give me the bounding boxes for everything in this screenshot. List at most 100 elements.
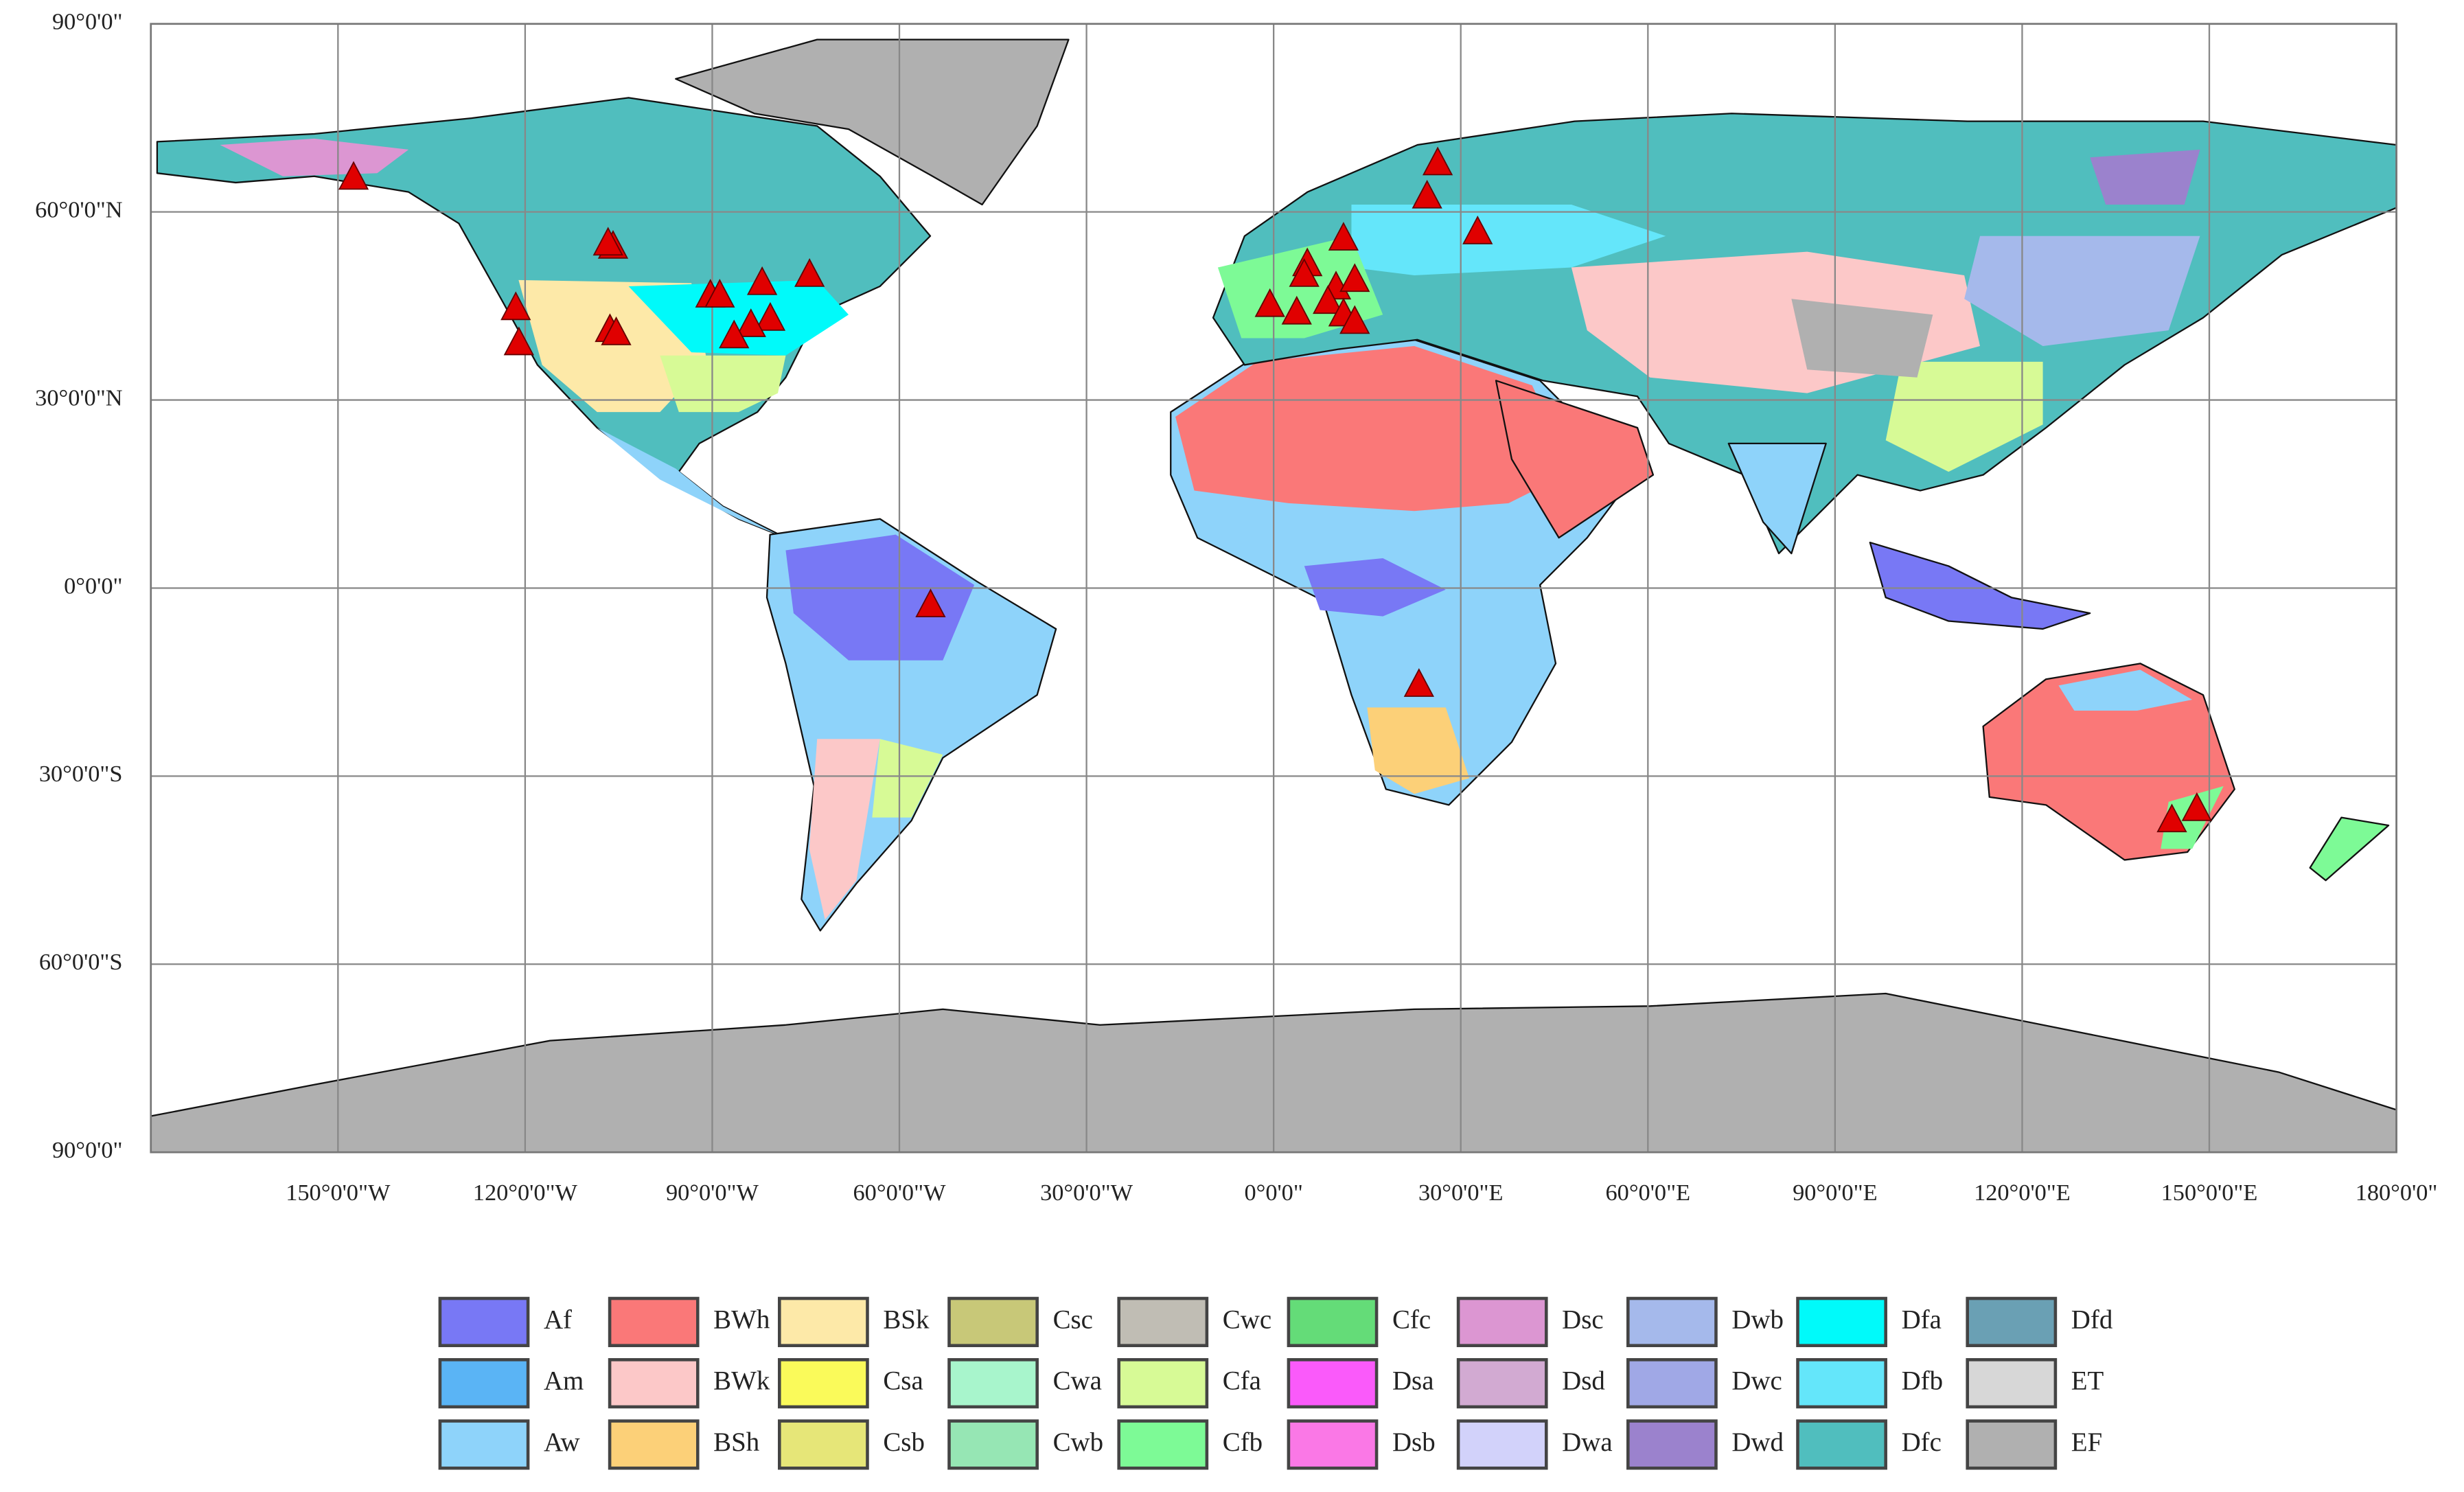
china-cfa [1885,361,2043,472]
legend-label: Dfd [2071,1305,2113,1334]
central-america [597,427,779,535]
site-marker [1313,285,1344,314]
site-marker [1328,222,1359,251]
x-tick-label: 150°0'0"E [2161,1180,2258,1206]
legend-swatch [1117,1419,1209,1470]
north-australia [2058,669,2193,711]
x-tick-label: 120°0'0"E [1974,1180,2071,1206]
legend-label: Cfa [1223,1366,1261,1396]
legend-label: Dfa [1902,1305,1942,1334]
axis-labels: 150°0'0"W 120°0'0"W 90°0'0"W 60°0'0"W 30°0'0… [35,9,2437,1206]
legend-swatch [1117,1296,1209,1348]
indonesia [1869,541,2091,630]
y-tick-label: 30°0'0"S [39,761,123,787]
site-marker [1254,288,1285,317]
site-marker [601,316,632,345]
x-tick-label: 120°0'0"W [473,1180,578,1206]
legend-swatch [1966,1296,2058,1348]
legend-swatch [1626,1419,1718,1470]
siberia-dwd [2090,149,2200,205]
site-marker [2181,792,2212,821]
legend-label: ET [2071,1366,2104,1396]
site-marker [338,161,369,190]
x-tick-label: 30°0'0"W [1040,1180,1133,1206]
amazon [785,534,975,661]
legend-label: Dfb [1902,1366,1944,1396]
india [1727,442,1827,555]
legend-swatch [1287,1358,1379,1409]
legend: Af Am Aw BWh BWk BSh BSk Csa Csb Csc Cwa Cwb Cwc Cfa C… [438,1296,2113,1470]
legend-label: Csc [1053,1305,1093,1334]
legend-swatch [1626,1358,1718,1409]
legend-swatch [947,1358,1039,1409]
legend-label: Cfc [1392,1305,1431,1334]
legend-label: Csa [883,1366,923,1396]
site-marker [794,258,825,287]
legend-label: Cwc [1223,1305,1271,1334]
legend-swatch [1456,1296,1548,1348]
legend-swatch [1287,1296,1379,1348]
new-zealand [2309,816,2390,882]
patagonia [809,739,880,920]
legend-swatch [608,1358,700,1409]
site-marker [503,326,534,356]
site-marker [1422,146,1453,176]
x-tick-label: 90°0'0"W [666,1180,759,1206]
legend-label: Dsd [1562,1366,1605,1396]
site-marker [1281,295,1312,325]
legend-label: EF [2071,1427,2102,1457]
east-europe-dfb [1351,204,1666,275]
legend-label: Dsb [1392,1427,1436,1457]
legend-swatch [608,1419,700,1470]
legend-swatch [947,1296,1039,1348]
legend-swatch [1966,1358,2058,1409]
x-tick-label: 30°0'0"E [1418,1180,1504,1206]
legend-swatch [778,1296,869,1348]
site-marker [704,279,735,308]
legend-swatch [1117,1358,1209,1409]
legend-label: Dsa [1392,1366,1434,1396]
y-tick-label: 0°0'0" [64,573,122,599]
legend-label: Am [544,1366,584,1396]
legend-swatch [438,1358,530,1409]
alaska-zone [220,138,409,176]
na-dfa [628,279,849,356]
legend-label: Aw [544,1427,580,1457]
legend-label: Dwd [1731,1427,1784,1457]
legend-swatch [438,1296,530,1348]
legend-label: Dwc [1731,1366,1782,1396]
x-tick-label: 90°0'0"E [1793,1180,1878,1206]
x-tick-label: 60°0'0"W [853,1180,947,1206]
tibet [1791,299,1933,378]
x-tick-label: 60°0'0"E [1606,1180,1691,1206]
site-marker [747,266,778,295]
legend-swatch [1456,1358,1548,1409]
arabia [1495,380,1655,539]
legend-label: Dsc [1562,1305,1604,1334]
legend-label: Cwb [1053,1427,1104,1457]
legend-label: BWk [713,1366,770,1396]
site-marker [719,319,750,349]
legend-swatch [1626,1296,1718,1348]
y-tick-label: 90°0'0" [52,1137,123,1163]
legend-swatch [1796,1419,1887,1470]
site-marker [1403,668,1434,697]
site-marker [1412,179,1442,209]
greenland [675,38,1070,206]
legend-label: Dfc [1902,1427,1942,1457]
map-frame [150,23,2397,1154]
legend-swatch [1456,1419,1548,1470]
legend-label: Cfb [1223,1427,1263,1457]
legend-swatch [778,1419,869,1470]
legend-label: Csb [883,1427,925,1457]
east-asia-dw [1964,236,2200,346]
y-tick-label: 60°0'0"N [35,197,122,223]
legend-swatch [778,1358,869,1409]
legend-swatch [947,1419,1039,1470]
legend-swatch [1796,1296,1887,1348]
legend-label: Dwa [1562,1427,1612,1457]
legend-label: Af [544,1305,572,1334]
legend-swatch [608,1296,700,1348]
legend-label: Dwb [1731,1305,1784,1334]
